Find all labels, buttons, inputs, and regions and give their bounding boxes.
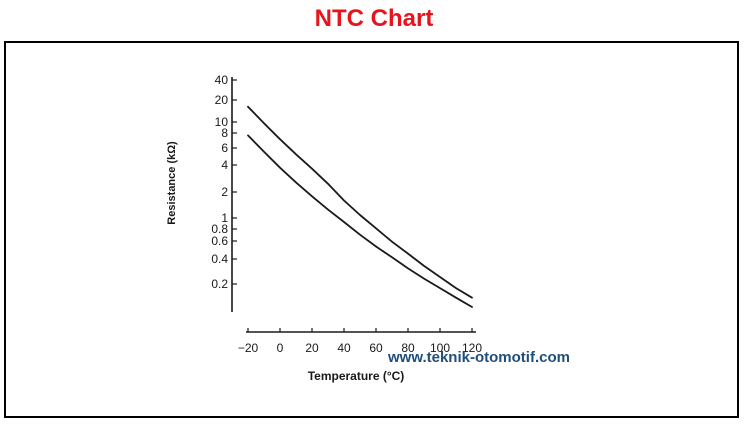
y-tick-label: 20 — [215, 93, 229, 107]
x-tick-label: 60 — [369, 341, 383, 355]
y-tick-label: 2 — [221, 185, 228, 199]
series-line-1 — [247, 105, 473, 299]
page-title: NTC Chart — [314, 5, 434, 32]
y-tick-label: 0.8 — [211, 222, 228, 236]
y-axis-label: Resistance (kΩ) — [166, 141, 178, 225]
x-tick-label: 100 — [430, 341, 450, 355]
series-line-2 — [247, 134, 473, 308]
x-tick-label: 40 — [337, 341, 351, 355]
y-tick-label: 40 — [215, 73, 229, 87]
watermark-url: www.teknik-otomotif.com — [388, 349, 570, 366]
x-tick-label: −20 — [238, 341, 259, 355]
x-tick-label: 80 — [401, 341, 415, 355]
x-tick-label: 120 — [462, 341, 482, 355]
y-tick-label: 0.6 — [211, 234, 228, 248]
y-tick-label: 4 — [221, 158, 228, 172]
y-tick-label: 10 — [215, 115, 229, 129]
chart-frame — [4, 41, 739, 418]
y-tick-label: 6 — [221, 141, 228, 155]
y-tick-label: 1 — [221, 211, 228, 225]
y-tick-label: 8 — [221, 126, 228, 140]
x-axis-label: Temperature (°C) — [308, 369, 405, 383]
x-tick-label: 20 — [305, 341, 319, 355]
x-tick-label: 0 — [277, 341, 284, 355]
y-tick-label: 0.2 — [211, 277, 228, 291]
y-tick-label: 0.4 — [211, 252, 228, 266]
